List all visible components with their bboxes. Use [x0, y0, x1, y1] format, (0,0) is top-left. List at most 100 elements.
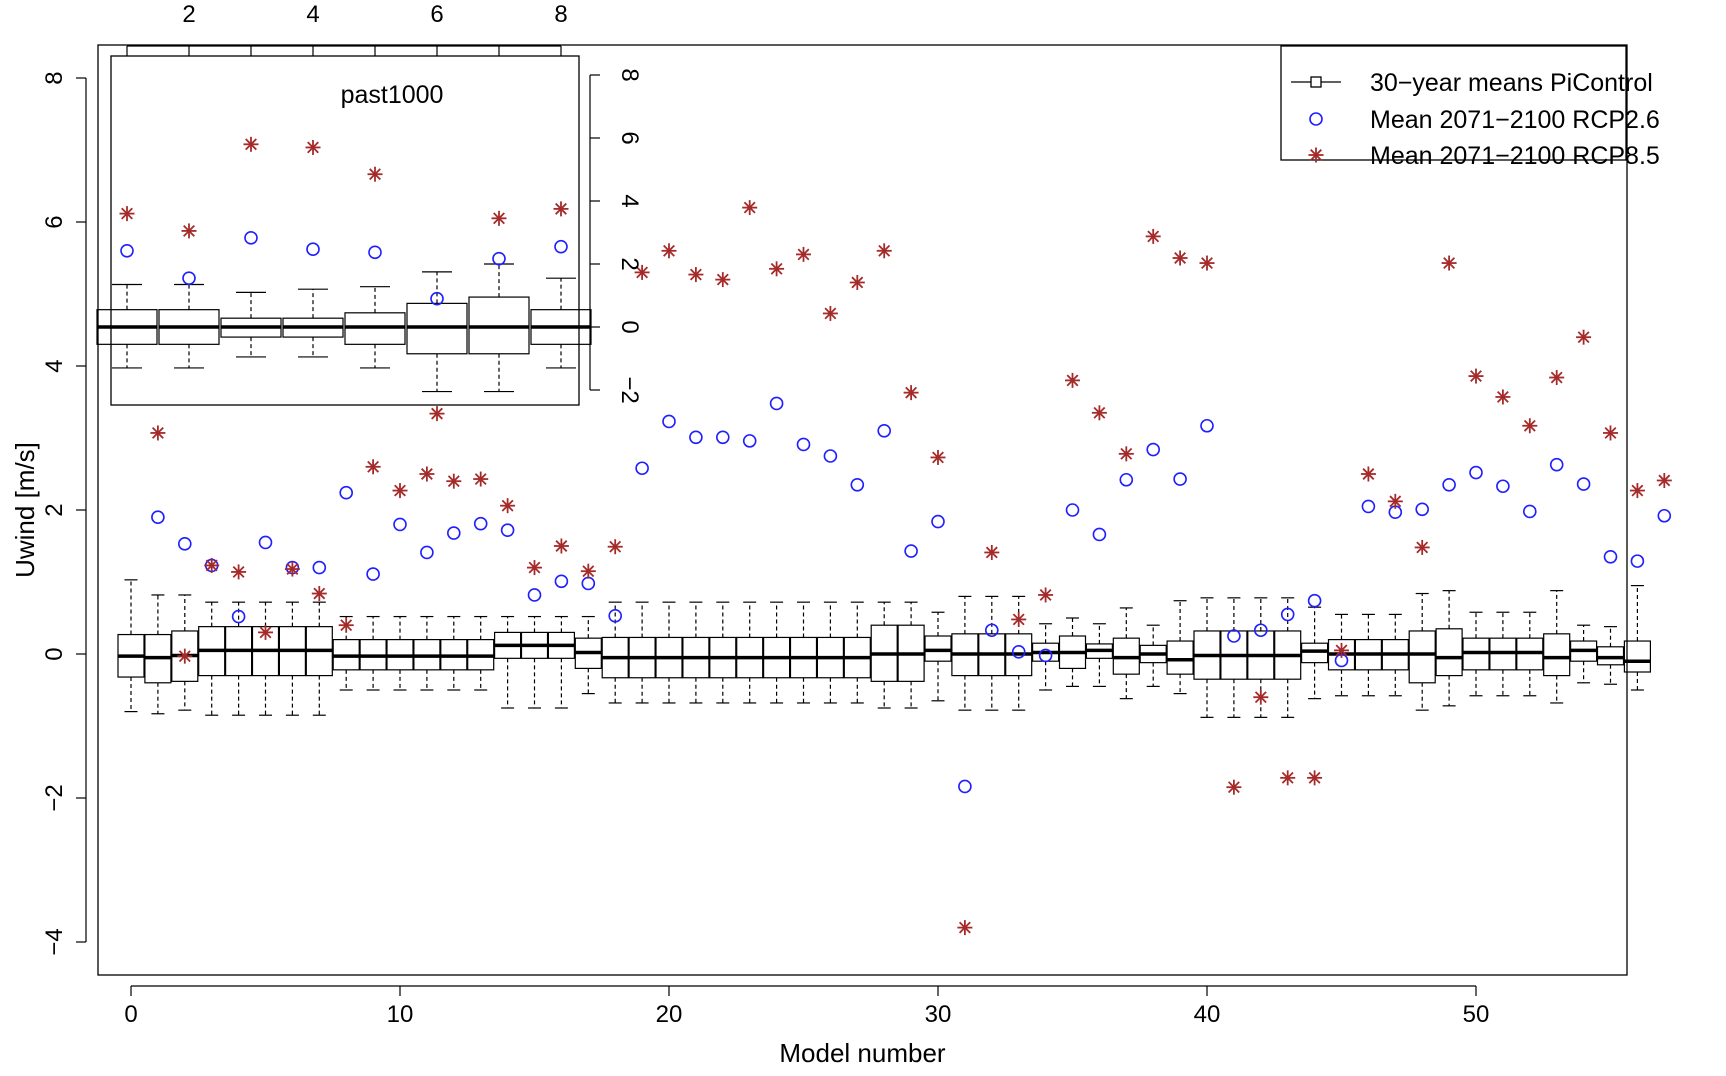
box-body	[1543, 633, 1571, 677]
main-asterisk-point	[849, 274, 865, 290]
main-circle-point	[1119, 472, 1134, 487]
main-asterisk-point	[607, 539, 623, 555]
inset-circle-point	[120, 243, 134, 258]
main-circle-point	[1415, 502, 1429, 517]
inset-circle-point	[368, 245, 382, 260]
main-box-x9	[359, 615, 387, 691]
inset-y-axis: −2 0 2 4 6 8	[589, 68, 643, 404]
main-asterisk-point	[1334, 642, 1349, 658]
main-asterisk-point	[1549, 370, 1565, 386]
main-box-x37	[1112, 607, 1140, 700]
x-tick-label: 50	[1463, 1001, 1490, 1028]
main-circle-point	[581, 576, 596, 591]
y-tick-label: 2	[41, 503, 68, 516]
main-circle-point	[984, 623, 999, 638]
main-asterisk-point	[204, 557, 220, 573]
main-asterisk-point	[1441, 255, 1457, 271]
inset-circle-point	[306, 242, 320, 256]
inset-asterisk-point	[305, 139, 321, 155]
y-tick-label: 4	[41, 359, 68, 372]
main-asterisk-point	[338, 617, 354, 633]
main-box-x20	[655, 601, 683, 704]
main-circle-point	[1038, 648, 1053, 663]
main-box-x4	[225, 601, 253, 716]
main-box-x53	[1543, 590, 1571, 704]
main-x-axis: 0 10 20 30 40 50 Model number	[124, 985, 1490, 1068]
main-circle-point	[1200, 418, 1214, 433]
inset-series-1	[119, 136, 569, 422]
main-box-x18	[601, 601, 629, 704]
main-circle-point	[393, 517, 407, 532]
main-circle-point	[258, 535, 273, 550]
main-asterisk-point	[419, 466, 435, 482]
inset-y-tick-label: 6	[616, 131, 643, 144]
main-box-x33	[1005, 595, 1033, 711]
inset-circle-point	[492, 251, 506, 266]
main-asterisk-point	[715, 272, 731, 288]
main-series-0	[151, 396, 1672, 794]
main-circle-point	[1092, 527, 1107, 542]
main-circle-point	[1657, 508, 1672, 523]
inset-box-x5	[344, 286, 406, 369]
main-circle-point	[473, 516, 488, 531]
inset-y-tick-label: −2	[616, 376, 643, 403]
main-asterisk-point	[1226, 779, 1242, 795]
main-circle-point	[1442, 477, 1456, 492]
main-series-1	[150, 200, 1672, 936]
main-box-x26	[816, 601, 845, 704]
main-circle-point	[1173, 472, 1187, 486]
inset-x-tick-label: 4	[306, 1, 319, 28]
main-asterisk-point	[1603, 425, 1618, 441]
main-circle-point	[1496, 479, 1510, 494]
main-box-x50	[1462, 611, 1490, 697]
main-asterisk-point	[796, 246, 811, 262]
inset-y-tick-label: 4	[616, 194, 643, 207]
main-asterisk-point	[1414, 539, 1430, 555]
main-box-x40	[1193, 597, 1221, 718]
main-asterisk-point	[1387, 493, 1403, 509]
main-asterisk-point	[957, 920, 973, 936]
main-circle-point	[1603, 549, 1618, 564]
main-asterisk-point	[553, 538, 569, 554]
main-asterisk-point	[150, 425, 166, 441]
x-tick-label: 40	[1194, 1001, 1221, 1028]
main-box-x1	[144, 594, 172, 715]
main-asterisk-point	[930, 449, 946, 465]
inset-asterisk-point	[243, 136, 259, 152]
main-asterisk-point	[1199, 255, 1215, 271]
inset-x-tick-label: 6	[430, 1, 443, 28]
main-asterisk-point	[1468, 368, 1484, 384]
main-box-x27	[843, 601, 871, 704]
main-asterisk-point	[473, 471, 489, 487]
main-box-x16	[547, 615, 576, 709]
inset-box-x6	[406, 271, 468, 393]
main-asterisk-point	[527, 560, 542, 576]
main-circle-point	[420, 545, 434, 560]
y-tick-label: 6	[41, 215, 68, 228]
main-circle-point	[178, 537, 192, 551]
y-tick-label: 0	[41, 647, 68, 660]
inset-y-tick-label: 0	[616, 320, 643, 333]
main-asterisk-point	[392, 483, 408, 499]
main-circle-point	[446, 526, 461, 540]
main-box-x11	[413, 615, 441, 691]
main-asterisk-point	[446, 473, 462, 489]
box-body	[1623, 640, 1652, 673]
y-axis-title: Uwind [m/s]	[10, 442, 40, 578]
main-plot-frame	[97, 44, 1628, 976]
main-asterisk-point	[1307, 770, 1323, 786]
inset-asterisk-point	[491, 210, 507, 226]
main-circle-point	[500, 523, 515, 537]
main-box-x30	[924, 611, 952, 702]
box-body	[924, 635, 952, 662]
main-circle-point	[1523, 504, 1537, 519]
inset-box-x4	[282, 288, 344, 358]
main-box-x52	[1516, 611, 1544, 697]
main-y-axis: −4 −2 0 2 4 6 8 Uwind [m/s]	[10, 71, 87, 956]
inset-plot: past1000 2 4 6 8 −2 0 2 4 6 8	[96, 1, 643, 422]
main-asterisk-point	[580, 563, 596, 579]
box-body	[1408, 630, 1436, 684]
main-asterisk-point	[1656, 472, 1672, 488]
